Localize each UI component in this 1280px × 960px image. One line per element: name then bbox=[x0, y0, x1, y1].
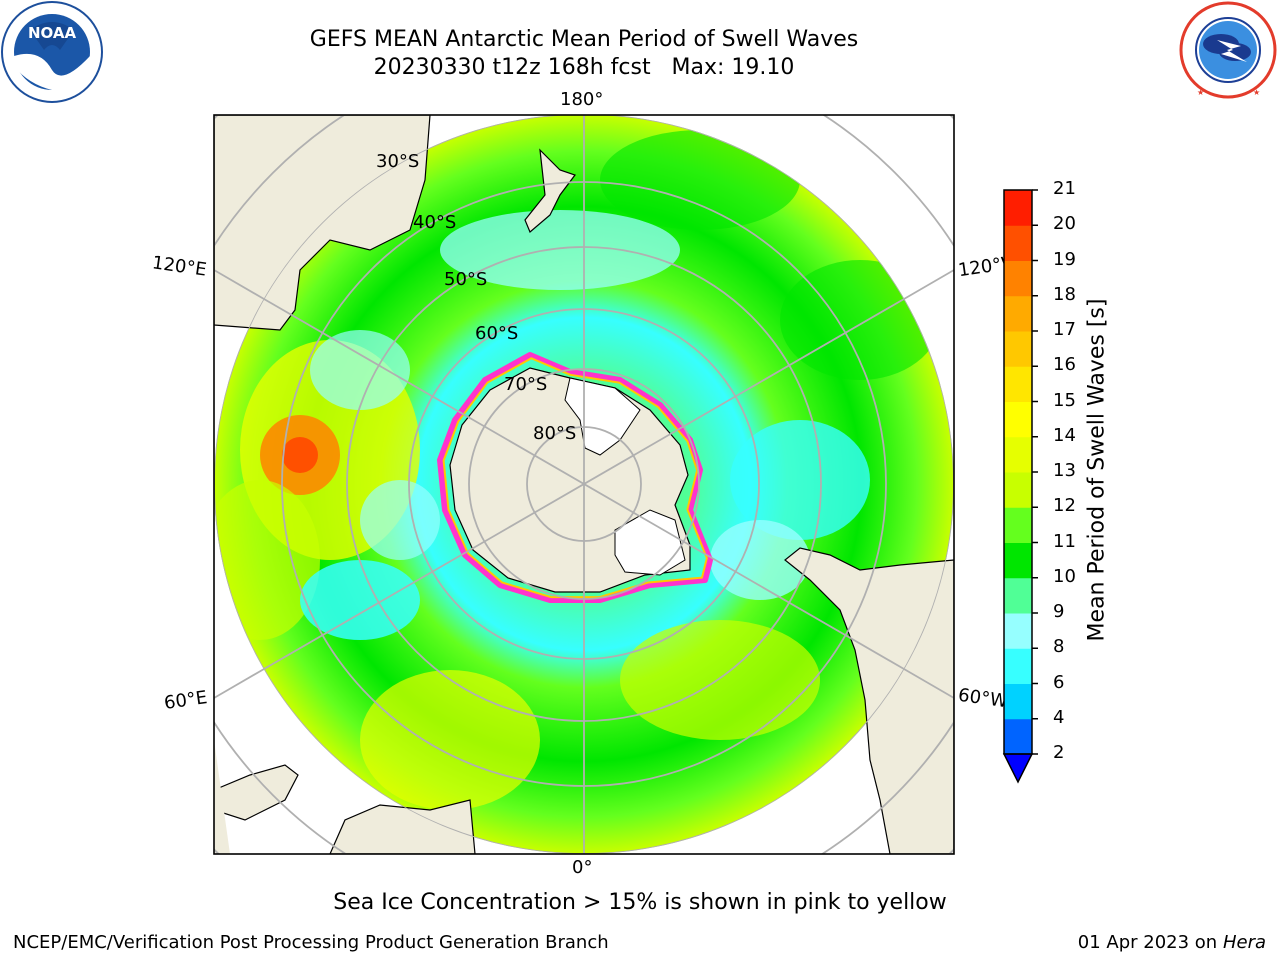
colorbar-segment bbox=[1004, 260, 1032, 297]
new-zealand-land bbox=[524, 148, 576, 233]
colorbar-segment bbox=[1004, 225, 1032, 261]
noaa-logo-text: NOAA bbox=[28, 24, 77, 42]
colorbar-segment bbox=[1004, 472, 1032, 508]
colorbar-tick-label: 17 bbox=[1053, 319, 1076, 340]
ronne-ice-shelf bbox=[614, 509, 686, 576]
africa-land bbox=[329, 799, 476, 854]
colorbar-segment bbox=[1004, 295, 1032, 332]
colorbar-tick-label: 13 bbox=[1053, 460, 1076, 481]
colorbar-segment bbox=[1004, 331, 1032, 367]
colorbar-tick-label: 6 bbox=[1053, 671, 1065, 693]
colorbar-tick-label: 10 bbox=[1053, 565, 1076, 587]
colorbar-tick-label: 8 bbox=[1053, 636, 1065, 658]
lon-label-top: 180° bbox=[560, 89, 604, 110]
colorbar-tick-label: 18 bbox=[1053, 283, 1076, 305]
lon-label-bottom: 0° bbox=[572, 857, 593, 878]
lat-label-40s: 40°S bbox=[413, 212, 457, 233]
lat-label-30s: 30°S bbox=[376, 151, 420, 172]
colorbar-segment bbox=[1004, 683, 1032, 720]
colorbar-segment bbox=[1004, 401, 1032, 438]
sea-ice-inner-edge bbox=[442, 357, 708, 599]
nws-logo: ★ ★ bbox=[1179, 1, 1277, 99]
australia-land bbox=[214, 115, 431, 331]
colorbar-extend-min bbox=[1002, 753, 1034, 784]
graticule bbox=[214, 115, 954, 854]
colorbar-tick-label: 9 bbox=[1053, 601, 1065, 622]
colorbar bbox=[1002, 189, 1038, 784]
colorbar-segment bbox=[1004, 507, 1032, 543]
svg-text:★: ★ bbox=[1197, 88, 1204, 97]
lat-label-70s: 70°S bbox=[504, 374, 548, 395]
colorbar-tick-label: 14 bbox=[1053, 424, 1076, 446]
colorbar-tick-label: 11 bbox=[1053, 530, 1076, 552]
colorbar-tick-label: 21 bbox=[1053, 178, 1076, 199]
colorbar-segment bbox=[1004, 542, 1032, 579]
colorbar-segment bbox=[1004, 648, 1032, 684]
map-frame bbox=[213, 114, 955, 855]
colorbar-segment bbox=[1004, 190, 1032, 226]
lat-label-60s: 60°S bbox=[475, 323, 519, 344]
colorbar-segment bbox=[1004, 577, 1032, 614]
colorbar-tick-label: 20 bbox=[1053, 213, 1076, 235]
footer-date: 01 Apr 2023 on Hera bbox=[1078, 932, 1266, 953]
noaa-logo: NOAA bbox=[1, 1, 103, 103]
sea-ice-note: Sea Ice Concentration > 15% is shown in … bbox=[333, 890, 947, 915]
svg-text:★: ★ bbox=[1253, 88, 1260, 97]
colorbar-tick-label: 16 bbox=[1053, 354, 1076, 376]
colorbar-segment bbox=[1004, 613, 1032, 649]
colorbar-tick-label: 19 bbox=[1053, 248, 1076, 270]
colorbar-segment bbox=[1004, 366, 1032, 402]
colorbar-segment bbox=[1004, 718, 1032, 755]
chart-title: GEFS MEAN Antarctic Mean Period of Swell… bbox=[309, 27, 859, 52]
colorbar-segment bbox=[1004, 436, 1032, 473]
madagascar-land bbox=[214, 764, 299, 821]
colorbar-tick-label: 12 bbox=[1053, 495, 1076, 517]
colorbar-tick-label: 2 bbox=[1053, 742, 1065, 763]
colorbar-tick-label: 4 bbox=[1053, 706, 1065, 728]
lat-label-50s: 50°S bbox=[444, 269, 488, 290]
colorbar-label: Mean Period of Swell Waves [s] bbox=[1084, 298, 1110, 642]
chart-subtitle: 20230330 t12z 168h fcst Max: 19.10 bbox=[373, 55, 795, 80]
colorbar-tick-label: 15 bbox=[1053, 389, 1076, 411]
sea-ice-edge bbox=[437, 352, 713, 603]
footer-credit: NCEP/EMC/Verification Post Processing Pr… bbox=[13, 932, 609, 953]
lat-label-80s: 80°S bbox=[533, 423, 577, 444]
footer-date-text: 01 Apr 2023 on bbox=[1077, 932, 1223, 953]
ocean-field bbox=[214, 115, 954, 854]
footer-host: Hera bbox=[1222, 932, 1266, 953]
